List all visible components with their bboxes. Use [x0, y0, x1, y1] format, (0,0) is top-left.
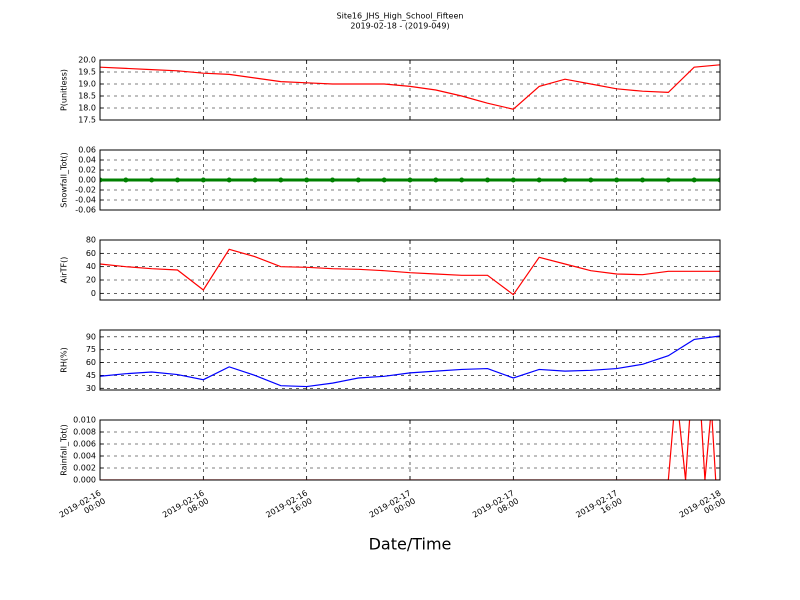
y-tick-label: 18.5: [78, 92, 96, 101]
plot-frame: [99, 149, 721, 211]
y-tick-label: 0: [91, 289, 96, 298]
y-tick-label: 0.004: [73, 452, 96, 461]
y-tick-label: -0.04: [75, 196, 96, 205]
data-point: [304, 177, 310, 183]
data-point: [562, 177, 568, 183]
y-tick-label: 0.002: [73, 464, 96, 473]
data-point: [691, 177, 697, 183]
y-tick-label: 60: [86, 249, 96, 258]
data-point: [665, 177, 671, 183]
data-point: [717, 177, 720, 183]
data-point: [433, 177, 439, 183]
y-axis-label: Snowfall_Tot(): [60, 152, 69, 208]
y-tick-label: 30: [86, 384, 96, 393]
data-point: [330, 177, 335, 183]
data-point: [252, 177, 258, 183]
y-tick-label: 0.06: [78, 146, 96, 155]
data-point: [226, 177, 232, 183]
data-line: [100, 248, 720, 296]
data-point: [149, 177, 155, 183]
plot-frame: [99, 329, 721, 391]
chart-title: Site16_JHS_High_School_Fifteen: [337, 12, 464, 21]
y-axis-label: AirTF(): [60, 257, 69, 284]
y-tick-label: 80: [86, 236, 96, 245]
series: [100, 177, 720, 183]
y-tick-label: 0.02: [78, 166, 96, 175]
data-point: [407, 177, 413, 183]
data-point: [588, 177, 594, 183]
y-tick-label: 20: [86, 276, 96, 285]
x-tick-label: 2019-02-1800:00: [677, 488, 726, 527]
series: [100, 64, 720, 110]
x-tick-label: 2019-02-1600:00: [57, 488, 106, 527]
y-tick-label: 75: [86, 345, 96, 354]
data-point: [510, 177, 516, 183]
y-axis-label: P(unitless): [60, 69, 69, 111]
x-tick-label: 2019-02-1716:00: [574, 488, 623, 527]
y-tick-label: 17.5: [78, 116, 96, 125]
x-axis-label: Date/Time: [369, 535, 452, 554]
y-tick-label: -0.06: [75, 206, 96, 215]
y-tick-label: 40: [86, 262, 96, 271]
data-point: [278, 177, 284, 183]
data-point: [123, 177, 129, 183]
y-tick-label: 60: [86, 358, 96, 367]
data-line: [100, 335, 720, 388]
data-point: [381, 177, 387, 183]
y-tick-label: 0.008: [73, 428, 96, 437]
data-point: [640, 177, 645, 183]
x-tick-label: 2019-02-1608:00: [161, 488, 210, 527]
y-tick-label: 18.0: [78, 104, 96, 113]
data-point: [614, 177, 620, 183]
data-point: [485, 177, 490, 183]
y-tick-label: 0.04: [78, 156, 96, 165]
data-line: [100, 420, 720, 480]
plot-frame: [99, 419, 721, 481]
y-tick-label: 20.0: [78, 56, 96, 65]
x-tick-label: 2019-02-1700:00: [367, 488, 416, 527]
data-point: [355, 177, 361, 183]
x-tick-label: 2019-02-1616:00: [264, 488, 313, 527]
series: [100, 335, 720, 388]
data-point: [100, 177, 103, 183]
chart-subtitle: 2019-02-18 - (2019-049): [350, 22, 449, 31]
y-tick-label: 0.006: [73, 440, 96, 449]
y-tick-label: 0.010: [73, 416, 96, 425]
data-point: [200, 177, 206, 183]
x-tick-label: 2019-02-1708:00: [471, 488, 520, 527]
series: [100, 248, 720, 296]
data-point: [175, 177, 180, 183]
y-axis-label: Rainfall_Tot(): [60, 424, 69, 476]
plot-frame: [99, 239, 721, 301]
data-point: [536, 177, 542, 183]
data-point: [459, 177, 465, 183]
y-tick-label: 0.00: [78, 176, 96, 185]
y-tick-label: 0.000: [73, 476, 96, 485]
y-tick-label: 19.5: [78, 68, 96, 77]
y-axis-label: RH(%): [60, 347, 69, 372]
y-tick-label: -0.02: [75, 186, 96, 195]
y-tick-label: 90: [86, 332, 96, 341]
y-tick-label: 19.0: [78, 80, 96, 89]
series: [100, 420, 720, 480]
plot-frame: [99, 59, 721, 121]
y-tick-label: 45: [86, 371, 96, 380]
data-line: [100, 64, 720, 110]
